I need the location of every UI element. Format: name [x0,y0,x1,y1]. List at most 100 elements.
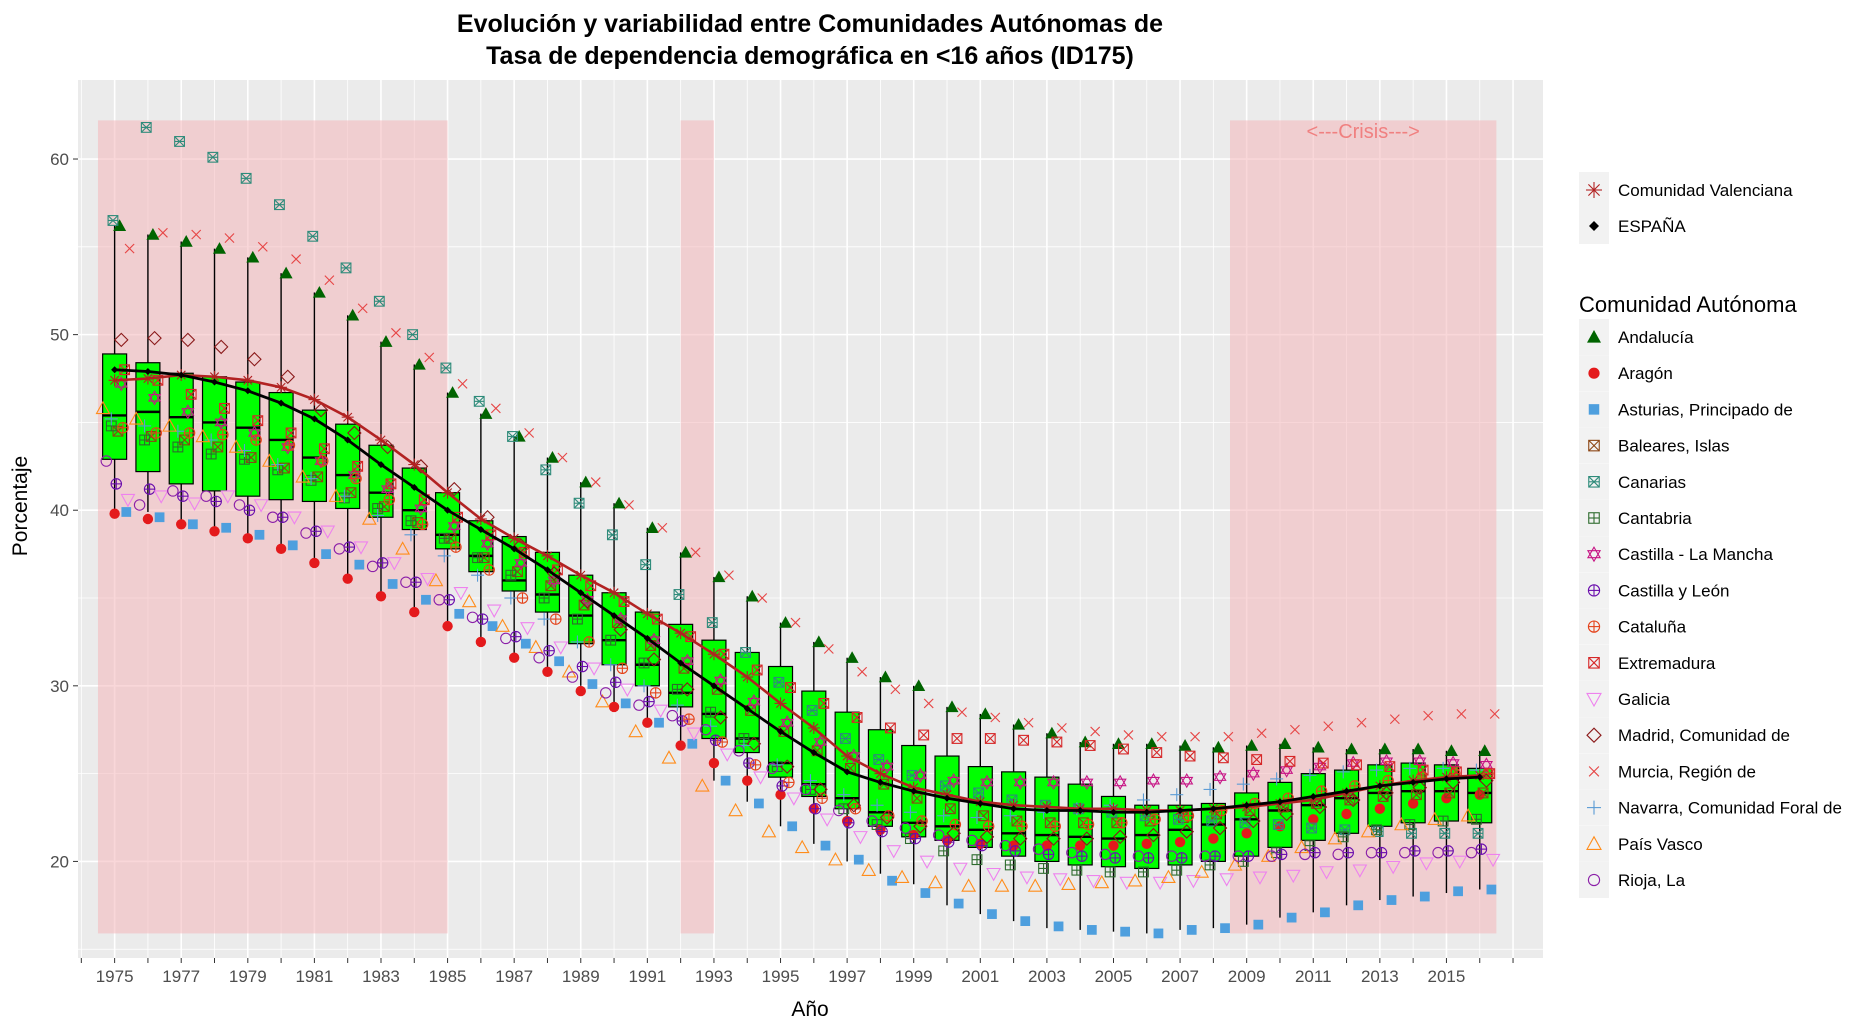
marker-circle-open [633,699,645,711]
data-point [1104,866,1116,878]
data-point [219,402,230,414]
data-point [1038,863,1049,874]
marker-diamond [147,330,162,346]
marker-hexagram [1046,774,1061,787]
series-point [474,513,487,525]
x-tick-label: 1993 [695,967,733,986]
marker-triangle [845,651,859,663]
marker-square-x [884,722,896,734]
data-point [657,522,668,533]
data-point [866,815,878,827]
data-point [646,652,662,667]
data-point [785,682,796,694]
marker-triangle-down [320,525,336,539]
data-point [1323,721,1334,732]
x-tick-label: 1981 [295,967,333,986]
legend-key [1586,727,1602,743]
legend-title: Comunidad Autónoma [1579,292,1797,317]
marker-x [157,227,168,238]
series-point [608,586,621,599]
data-point [316,455,329,467]
data-point [643,695,655,708]
data-point [1417,764,1429,776]
marker-diamond [1046,831,1061,846]
marker-x [590,477,601,488]
data-point [210,495,222,508]
data-point [324,275,335,286]
marker-circle-open [833,804,845,817]
data-point [1456,708,1467,719]
marker-x [990,712,1001,723]
data-point [1379,785,1394,801]
legend-key [1588,367,1600,379]
marker-diamond [1246,813,1261,829]
data-point [1275,848,1288,861]
marker-circle [975,838,986,850]
marker-hexagram [880,762,894,775]
data-point [104,412,118,426]
data-point [1285,869,1301,884]
legend-label: Extremadura [1618,654,1716,673]
data-point [1477,787,1489,799]
data-point [640,559,652,571]
marker-triangle-down [1452,855,1468,870]
marker-square [953,898,964,909]
data-point [476,613,489,625]
data-point [978,810,990,822]
data-point [221,522,232,533]
series-point [1043,806,1051,814]
data-point [1345,742,1359,755]
marker-triangle-down [386,557,402,571]
marker-triangle-open [594,693,610,708]
data-point [387,579,398,589]
data-point [1170,788,1184,802]
marker-asterisk [542,551,553,561]
marker-triangle-down [1052,873,1068,887]
data-point [561,664,577,678]
data-point [395,541,411,555]
data-point [128,411,144,425]
data-point [1132,850,1145,862]
marker-square [421,594,431,605]
legend-key [1586,835,1602,850]
marker-triangle [1012,717,1026,730]
marker-square-x [1151,747,1163,758]
data-point [566,671,579,683]
marker-asterisk [875,769,886,779]
marker-square [1320,907,1330,918]
series-point [308,393,321,406]
marker-circle-open [433,594,446,606]
marker-stroke [545,580,557,591]
series-point [774,697,787,710]
data-point [520,638,531,649]
marker-square [754,798,764,809]
series-point [641,607,654,620]
marker-circle-open [999,839,1012,852]
marker-triangle-down [1586,692,1602,708]
marker-square [121,507,132,517]
region-series-cataluna [117,421,1494,833]
marker-triangle-down [1385,860,1401,875]
data-point [553,641,569,655]
marker-diamond [1212,820,1228,836]
data-point [357,303,368,314]
data-point [1239,817,1251,829]
legend-label: Canarias [1618,473,1686,492]
marker-x [357,303,368,314]
data-point [783,776,795,789]
data-point [683,713,695,725]
marker-triangle [612,496,626,509]
marker-stroke [1384,761,1396,772]
marker-stroke [445,533,457,544]
data-point [187,519,198,530]
marker-diamond-filled [1309,792,1317,800]
data-point [495,618,510,632]
data-point [114,332,129,348]
data-point [1385,860,1401,875]
data-point [976,839,988,852]
marker-triangle-down [120,493,136,508]
x-tick-label: 1979 [229,967,267,986]
marker-square-x [152,374,164,386]
marker-hexagram [1246,766,1260,778]
marker-hexagram [1586,550,1602,563]
